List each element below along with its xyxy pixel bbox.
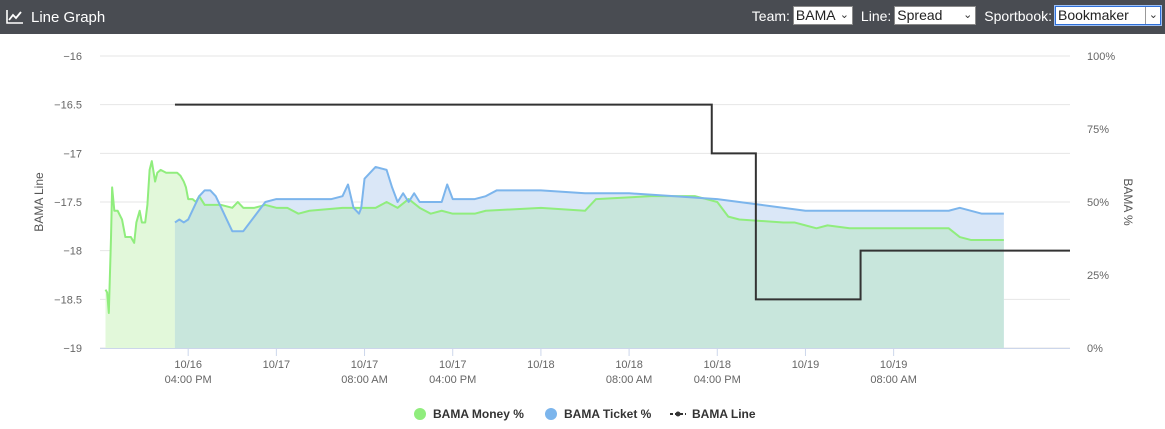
left-tick-label: −18.5 <box>54 294 82 306</box>
right-tick-label: 75% <box>1087 124 1109 136</box>
legend-item: BAMA Ticket % <box>545 407 652 421</box>
x-axis: 10/16 04:00 PM 10/17 10/17 08:00 AM 10/17 04:0… <box>100 348 1070 386</box>
x-tick-label: 10/19 <box>880 359 908 371</box>
line-select[interactable]: Spread ⌄ <box>894 6 977 25</box>
sportbook-select-value: Bookmaker <box>1058 7 1129 23</box>
left-tick-label: −18 <box>63 246 82 258</box>
sportbook-label: Sportbook: <box>984 7 1052 24</box>
x-tick-label: 04:00 PM <box>429 374 476 386</box>
team-select-value: BAMA <box>795 7 836 23</box>
legend-marker <box>414 408 426 420</box>
series-lines <box>104 103 1070 314</box>
left-axis-title: BAMA Line <box>32 172 46 232</box>
x-tick-label: 10/18 <box>615 359 643 371</box>
chart-header: Line Graph Team: BAMA ⌄ Line: Spread ⌄ S… <box>0 0 1165 34</box>
x-tick-label: 10/18 <box>527 359 555 371</box>
x-tick-label: 08:00 AM <box>870 374 916 386</box>
legend-item: BAMA Line <box>670 407 756 421</box>
chart-controls: Team: BAMA ⌄ Line: Spread ⌄ Sportbook: B… <box>744 5 1162 26</box>
ticket-series-line <box>174 165 1004 233</box>
header-title-group: Line Graph <box>0 9 105 26</box>
x-tick-label: 10/19 <box>792 359 820 371</box>
left-axis: −16 −16.5 −17 −17.5 −18 −18.5 −19 <box>54 51 82 355</box>
left-tick-label: −17 <box>63 148 82 160</box>
series-areas <box>105 161 1004 348</box>
overlap-area <box>174 166 1004 348</box>
sportbook-select[interactable]: Bookmaker ⌄ <box>1054 5 1162 26</box>
right-tick-label: 0% <box>1087 343 1103 355</box>
left-tick-label: −17.5 <box>54 197 82 209</box>
line-chart-icon <box>6 10 23 24</box>
money-series-line <box>104 160 1004 314</box>
x-tick-label: 10/17 <box>351 359 379 371</box>
right-tick-label: 50% <box>1087 197 1109 209</box>
legend-label: BAMA Ticket % <box>564 407 652 421</box>
left-tick-label: −16.5 <box>54 100 82 112</box>
legend-marker-dot <box>675 411 681 417</box>
bama-line-series-line <box>174 103 1070 301</box>
legend-label: BAMA Money % <box>433 407 524 421</box>
team-select[interactable]: BAMA ⌄ <box>792 6 853 25</box>
x-tick-label: 04:00 PM <box>165 374 212 386</box>
x-tick-label: 10/17 <box>263 359 291 371</box>
x-tick-label: 08:00 AM <box>606 374 652 386</box>
right-axis: 100% 75% 50% 25% 0% <box>1087 51 1115 355</box>
right-tick-label: 100% <box>1087 51 1115 63</box>
chevron-down-icon: ⌄ <box>1144 7 1158 24</box>
left-tick-label: −19 <box>63 343 82 355</box>
x-tick-label: 10/16 <box>174 359 202 371</box>
legend: BAMA Money % BAMA Ticket % BAMA Line <box>414 407 756 421</box>
chevron-down-icon: ⌄ <box>963 9 973 21</box>
legend-item: BAMA Money % <box>414 407 524 421</box>
left-tick-label: −16 <box>63 51 82 63</box>
x-tick-label: 10/17 <box>439 359 467 371</box>
legend-marker <box>545 408 557 420</box>
chevron-down-icon: ⌄ <box>839 9 849 21</box>
x-tick-label: 04:00 PM <box>694 374 741 386</box>
legend-label: BAMA Line <box>692 407 756 421</box>
team-label: Team: <box>751 7 790 24</box>
right-axis-title: BAMA % <box>1121 178 1135 226</box>
x-tick-label: 08:00 AM <box>341 374 387 386</box>
page-title: Line Graph <box>31 8 106 26</box>
line-label: Line: <box>860 7 892 24</box>
right-tick-label: 25% <box>1087 270 1109 282</box>
line-select-value: Spread <box>897 7 943 23</box>
x-tick-label: 10/18 <box>704 359 732 371</box>
line-graph-chart: −16 −16.5 −17 −17.5 −18 −18.5 −19 100% 75% 50% 25… <box>32 51 1135 421</box>
